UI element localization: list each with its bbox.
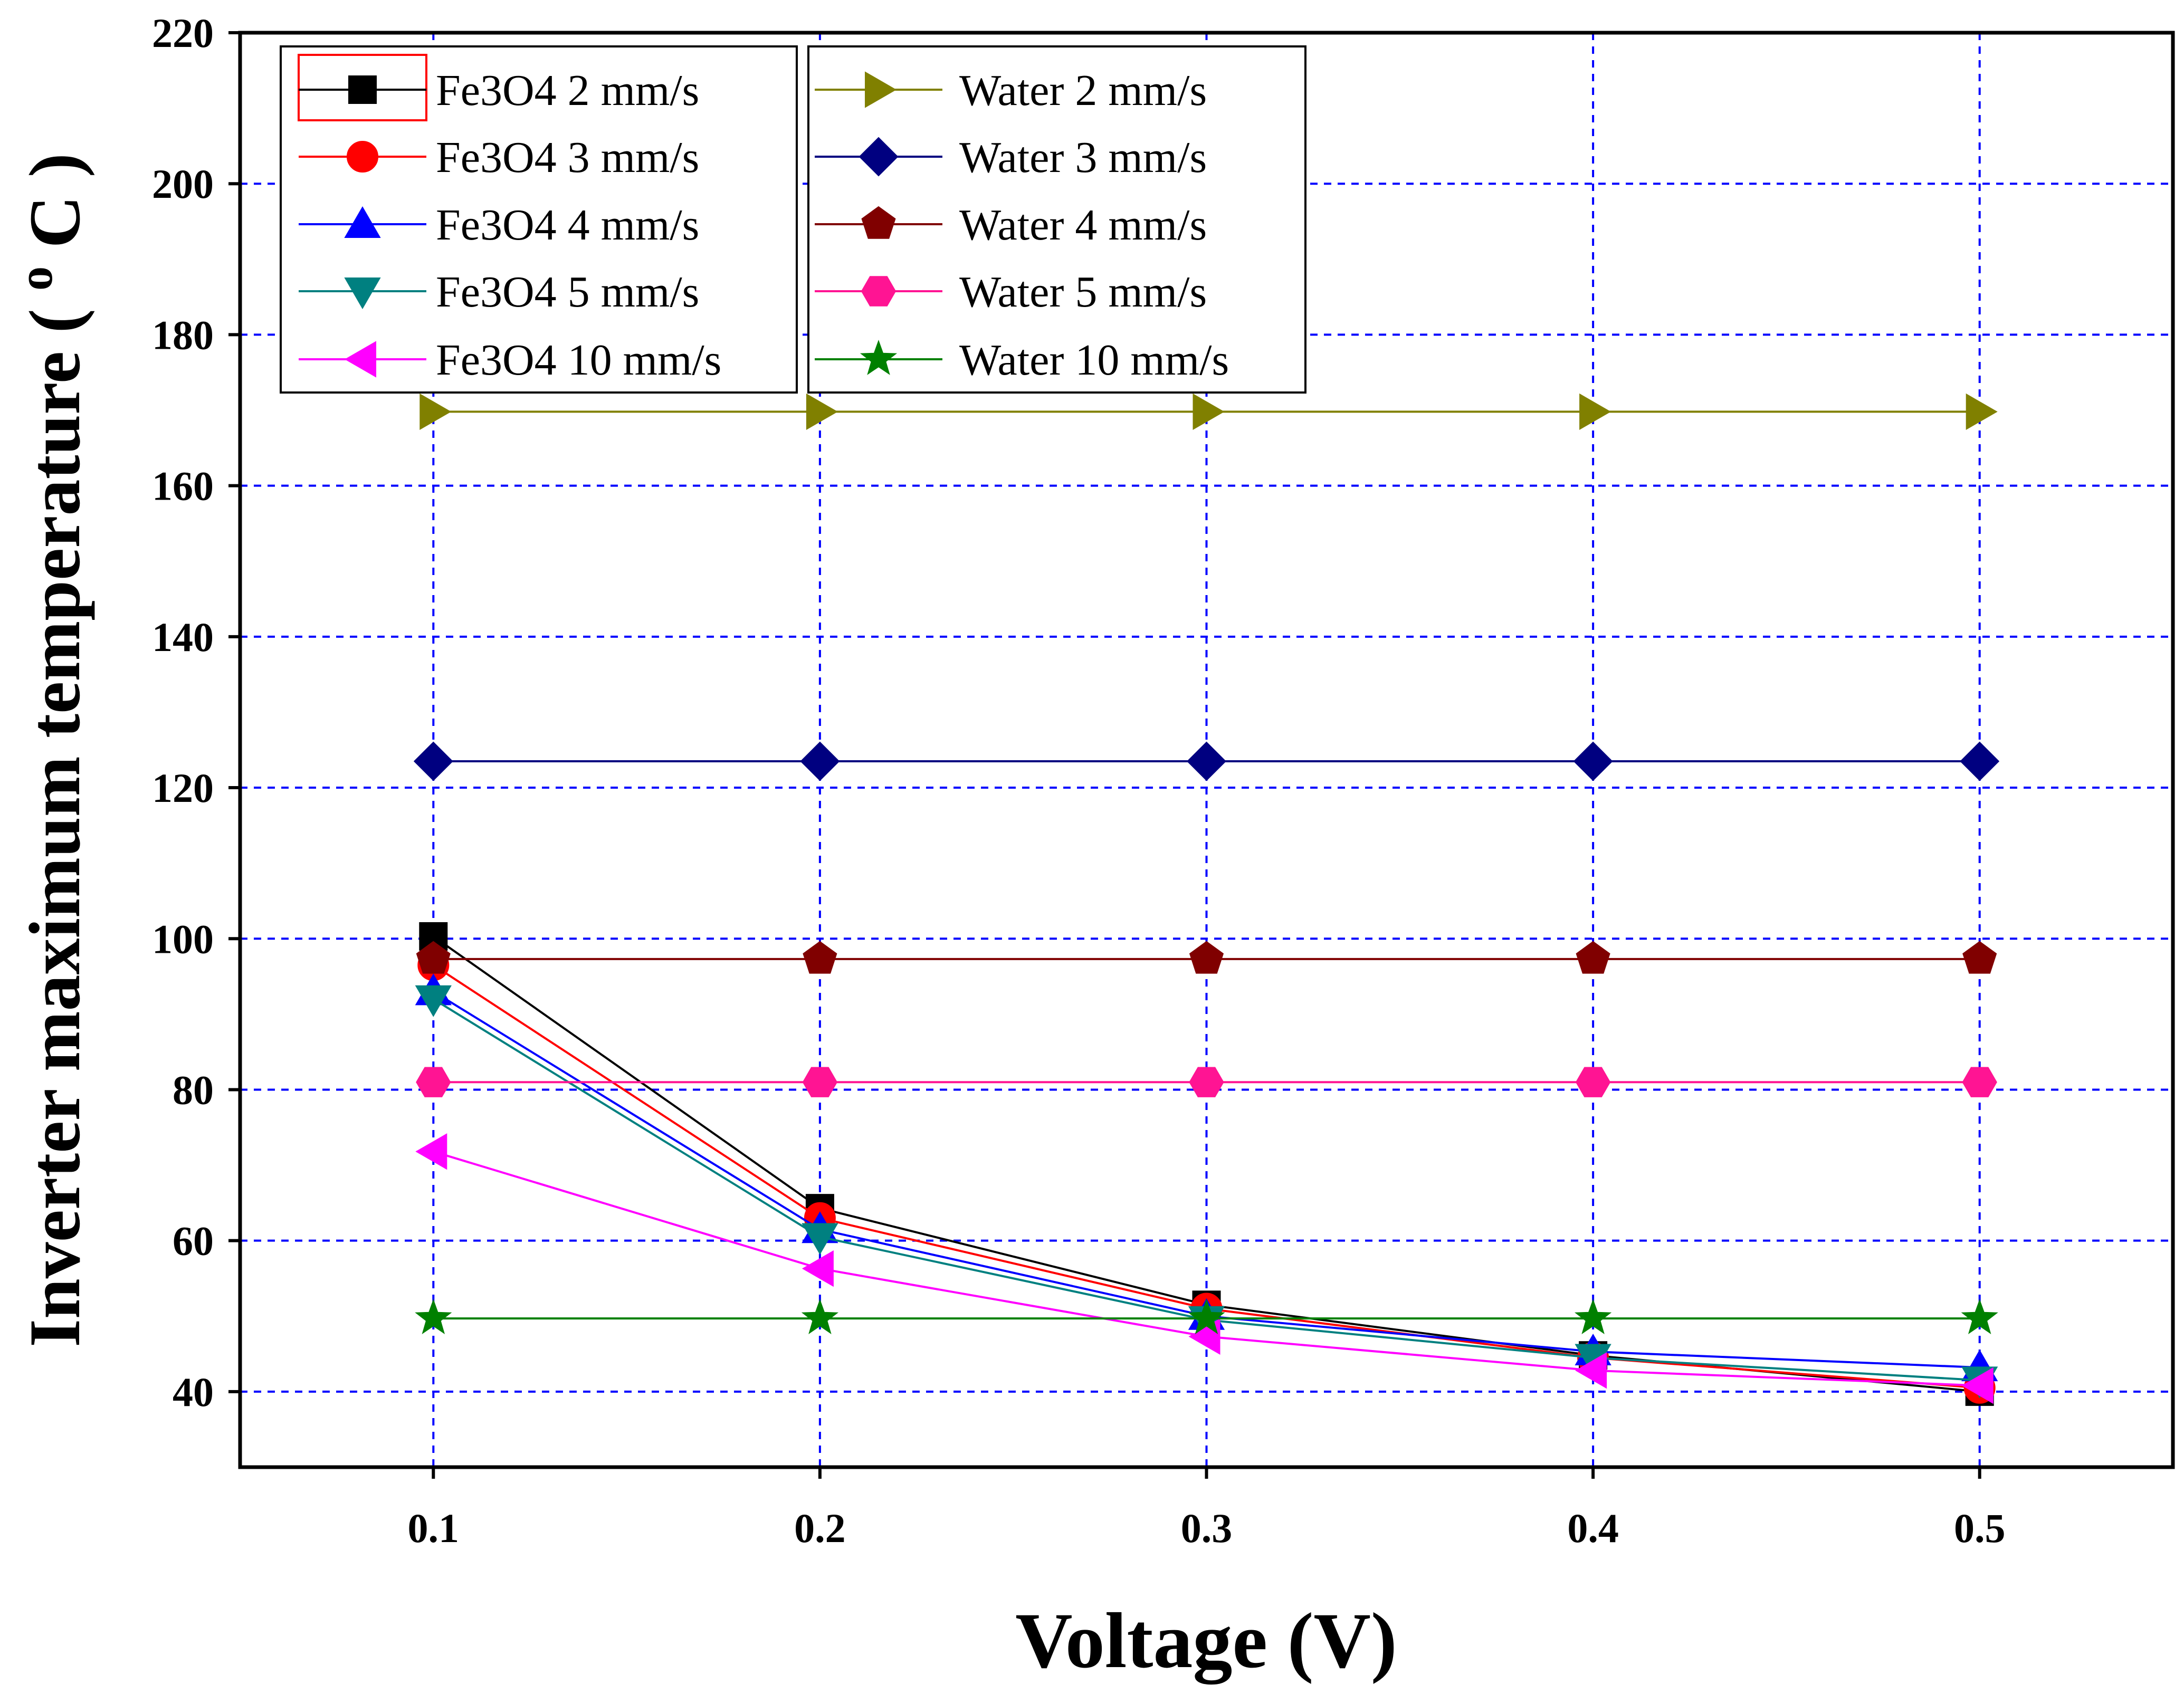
data-point bbox=[801, 1299, 838, 1334]
y-tick-label: 80 bbox=[173, 1067, 214, 1113]
legend-entry: Fe3O4 5 mm/s bbox=[299, 267, 699, 317]
y-axis-title-close-paren: ) bbox=[14, 153, 95, 177]
x-axis-title: Voltage (V) bbox=[1015, 1597, 1397, 1685]
series-water-3-mm-s bbox=[413, 741, 2000, 781]
data-point bbox=[1960, 741, 2000, 781]
legend-swatch-marker bbox=[861, 206, 896, 239]
y-tick-label: 220 bbox=[152, 10, 214, 56]
legend-swatch-marker bbox=[347, 141, 378, 173]
y-tick-label: 60 bbox=[173, 1218, 214, 1264]
legend-swatch-marker bbox=[348, 75, 377, 104]
legend-entry: Fe3O4 10 mm/s bbox=[299, 336, 721, 385]
legend-swatch-marker bbox=[859, 137, 899, 177]
legend-entry: Water 5 mm/s bbox=[815, 267, 1207, 317]
data-point bbox=[1575, 1299, 1612, 1334]
x-tick-label: 0.2 bbox=[794, 1505, 846, 1551]
series-water-4-mm-s bbox=[416, 941, 1997, 974]
y-axis-unit-letter: C bbox=[14, 196, 95, 248]
legend-label: Water 10 mm/s bbox=[959, 336, 1229, 385]
y-tick-label: 120 bbox=[152, 765, 214, 811]
data-point bbox=[1187, 741, 1226, 781]
legend-swatch-marker bbox=[860, 340, 898, 375]
legend-entry: Water 3 mm/s bbox=[815, 133, 1207, 182]
data-point bbox=[1575, 1067, 1611, 1097]
data-point bbox=[1573, 741, 1613, 781]
series-water-5-mm-s bbox=[416, 1067, 1997, 1097]
legend-swatch-marker bbox=[344, 206, 381, 238]
legend-swatch-marker bbox=[344, 277, 381, 310]
x-tick-label: 0.5 bbox=[1954, 1505, 2006, 1551]
y-tick-label: 200 bbox=[152, 161, 214, 207]
legend-label: Water 2 mm/s bbox=[959, 66, 1207, 115]
series-water-10-mm-s bbox=[415, 1299, 1998, 1334]
data-point bbox=[1966, 393, 1998, 430]
legend-swatch-marker bbox=[344, 341, 376, 378]
y-axis-title: Inverter maximum temperature ( o C ) bbox=[0, 153, 95, 1347]
data-point bbox=[1576, 941, 1610, 974]
legend-label: Fe3O4 3 mm/s bbox=[436, 133, 699, 182]
legend-label: Fe3O4 4 mm/s bbox=[436, 200, 699, 250]
legend-entry: Water 2 mm/s bbox=[815, 66, 1207, 115]
data-point bbox=[1962, 941, 1997, 974]
data-point bbox=[806, 393, 838, 430]
axis-ticks: 0.1 0.2 0.3 0.4 0.5 40 60 80 100 120 140 160 180 200 2… bbox=[152, 10, 2005, 1551]
legend-highlight-box bbox=[298, 54, 427, 121]
data-point bbox=[1962, 1067, 1997, 1097]
data-point bbox=[419, 393, 452, 430]
data-point bbox=[1189, 1067, 1224, 1097]
data-point bbox=[413, 741, 453, 781]
legend-label: Water 3 mm/s bbox=[959, 133, 1207, 182]
x-tick-label: 0.4 bbox=[1567, 1505, 1619, 1551]
legend-label: Water 4 mm/s bbox=[959, 200, 1207, 250]
legend-swatch-marker bbox=[865, 71, 897, 108]
data-point bbox=[415, 1133, 447, 1170]
data-point bbox=[1961, 1299, 1998, 1334]
y-axis-title-open-paren: ( bbox=[14, 309, 95, 333]
series-water-2-mm-s bbox=[419, 393, 1998, 430]
legend: Fe3O4 2 mm/s Fe3O4 3 mm/s Fe3O4 4 mm/s Fe3O… bbox=[280, 45, 1306, 394]
x-tick-label: 0.1 bbox=[408, 1505, 460, 1551]
data-point bbox=[1575, 1352, 1607, 1389]
data-point bbox=[1961, 1367, 1994, 1404]
data-point bbox=[1193, 393, 1225, 430]
legend-swatch-marker bbox=[861, 276, 897, 307]
legend-label: Water 5 mm/s bbox=[959, 267, 1207, 317]
data-point bbox=[1188, 1299, 1225, 1334]
data-point bbox=[802, 1067, 838, 1097]
x-tick-label: 0.3 bbox=[1181, 1505, 1233, 1551]
data-point bbox=[802, 1250, 834, 1287]
legend-entry: Water 4 mm/s bbox=[815, 200, 1207, 250]
data-point bbox=[802, 1223, 838, 1255]
legend-entry: Fe3O4 3 mm/s bbox=[299, 133, 699, 182]
y-tick-label: 40 bbox=[173, 1369, 214, 1415]
legend-entry: Water 10 mm/s bbox=[815, 336, 1229, 385]
data-point bbox=[803, 941, 837, 974]
y-tick-label: 100 bbox=[152, 916, 214, 962]
data-point bbox=[1579, 393, 1611, 430]
y-axis-title-label: Inverter maximum temperature bbox=[14, 351, 95, 1347]
data-point bbox=[415, 985, 452, 1017]
data-point bbox=[415, 1299, 452, 1334]
data-point bbox=[800, 741, 840, 781]
legend-entry: Fe3O4 2 mm/s bbox=[299, 66, 699, 115]
y-axis-unit-superscript: o bbox=[8, 266, 62, 291]
y-tick-label: 140 bbox=[152, 614, 214, 660]
data-point bbox=[1189, 941, 1224, 974]
y-tick-label: 180 bbox=[152, 312, 214, 358]
data-series bbox=[413, 393, 2000, 1406]
data-point bbox=[416, 1067, 451, 1097]
legend-entry: Fe3O4 4 mm/s bbox=[299, 200, 699, 250]
y-tick-label: 160 bbox=[152, 463, 214, 509]
legend-label: Fe3O4 5 mm/s bbox=[436, 267, 699, 317]
legend-label: Fe3O4 10 mm/s bbox=[436, 336, 721, 385]
data-point bbox=[416, 941, 451, 974]
legend-label: Fe3O4 2 mm/s bbox=[436, 66, 699, 115]
